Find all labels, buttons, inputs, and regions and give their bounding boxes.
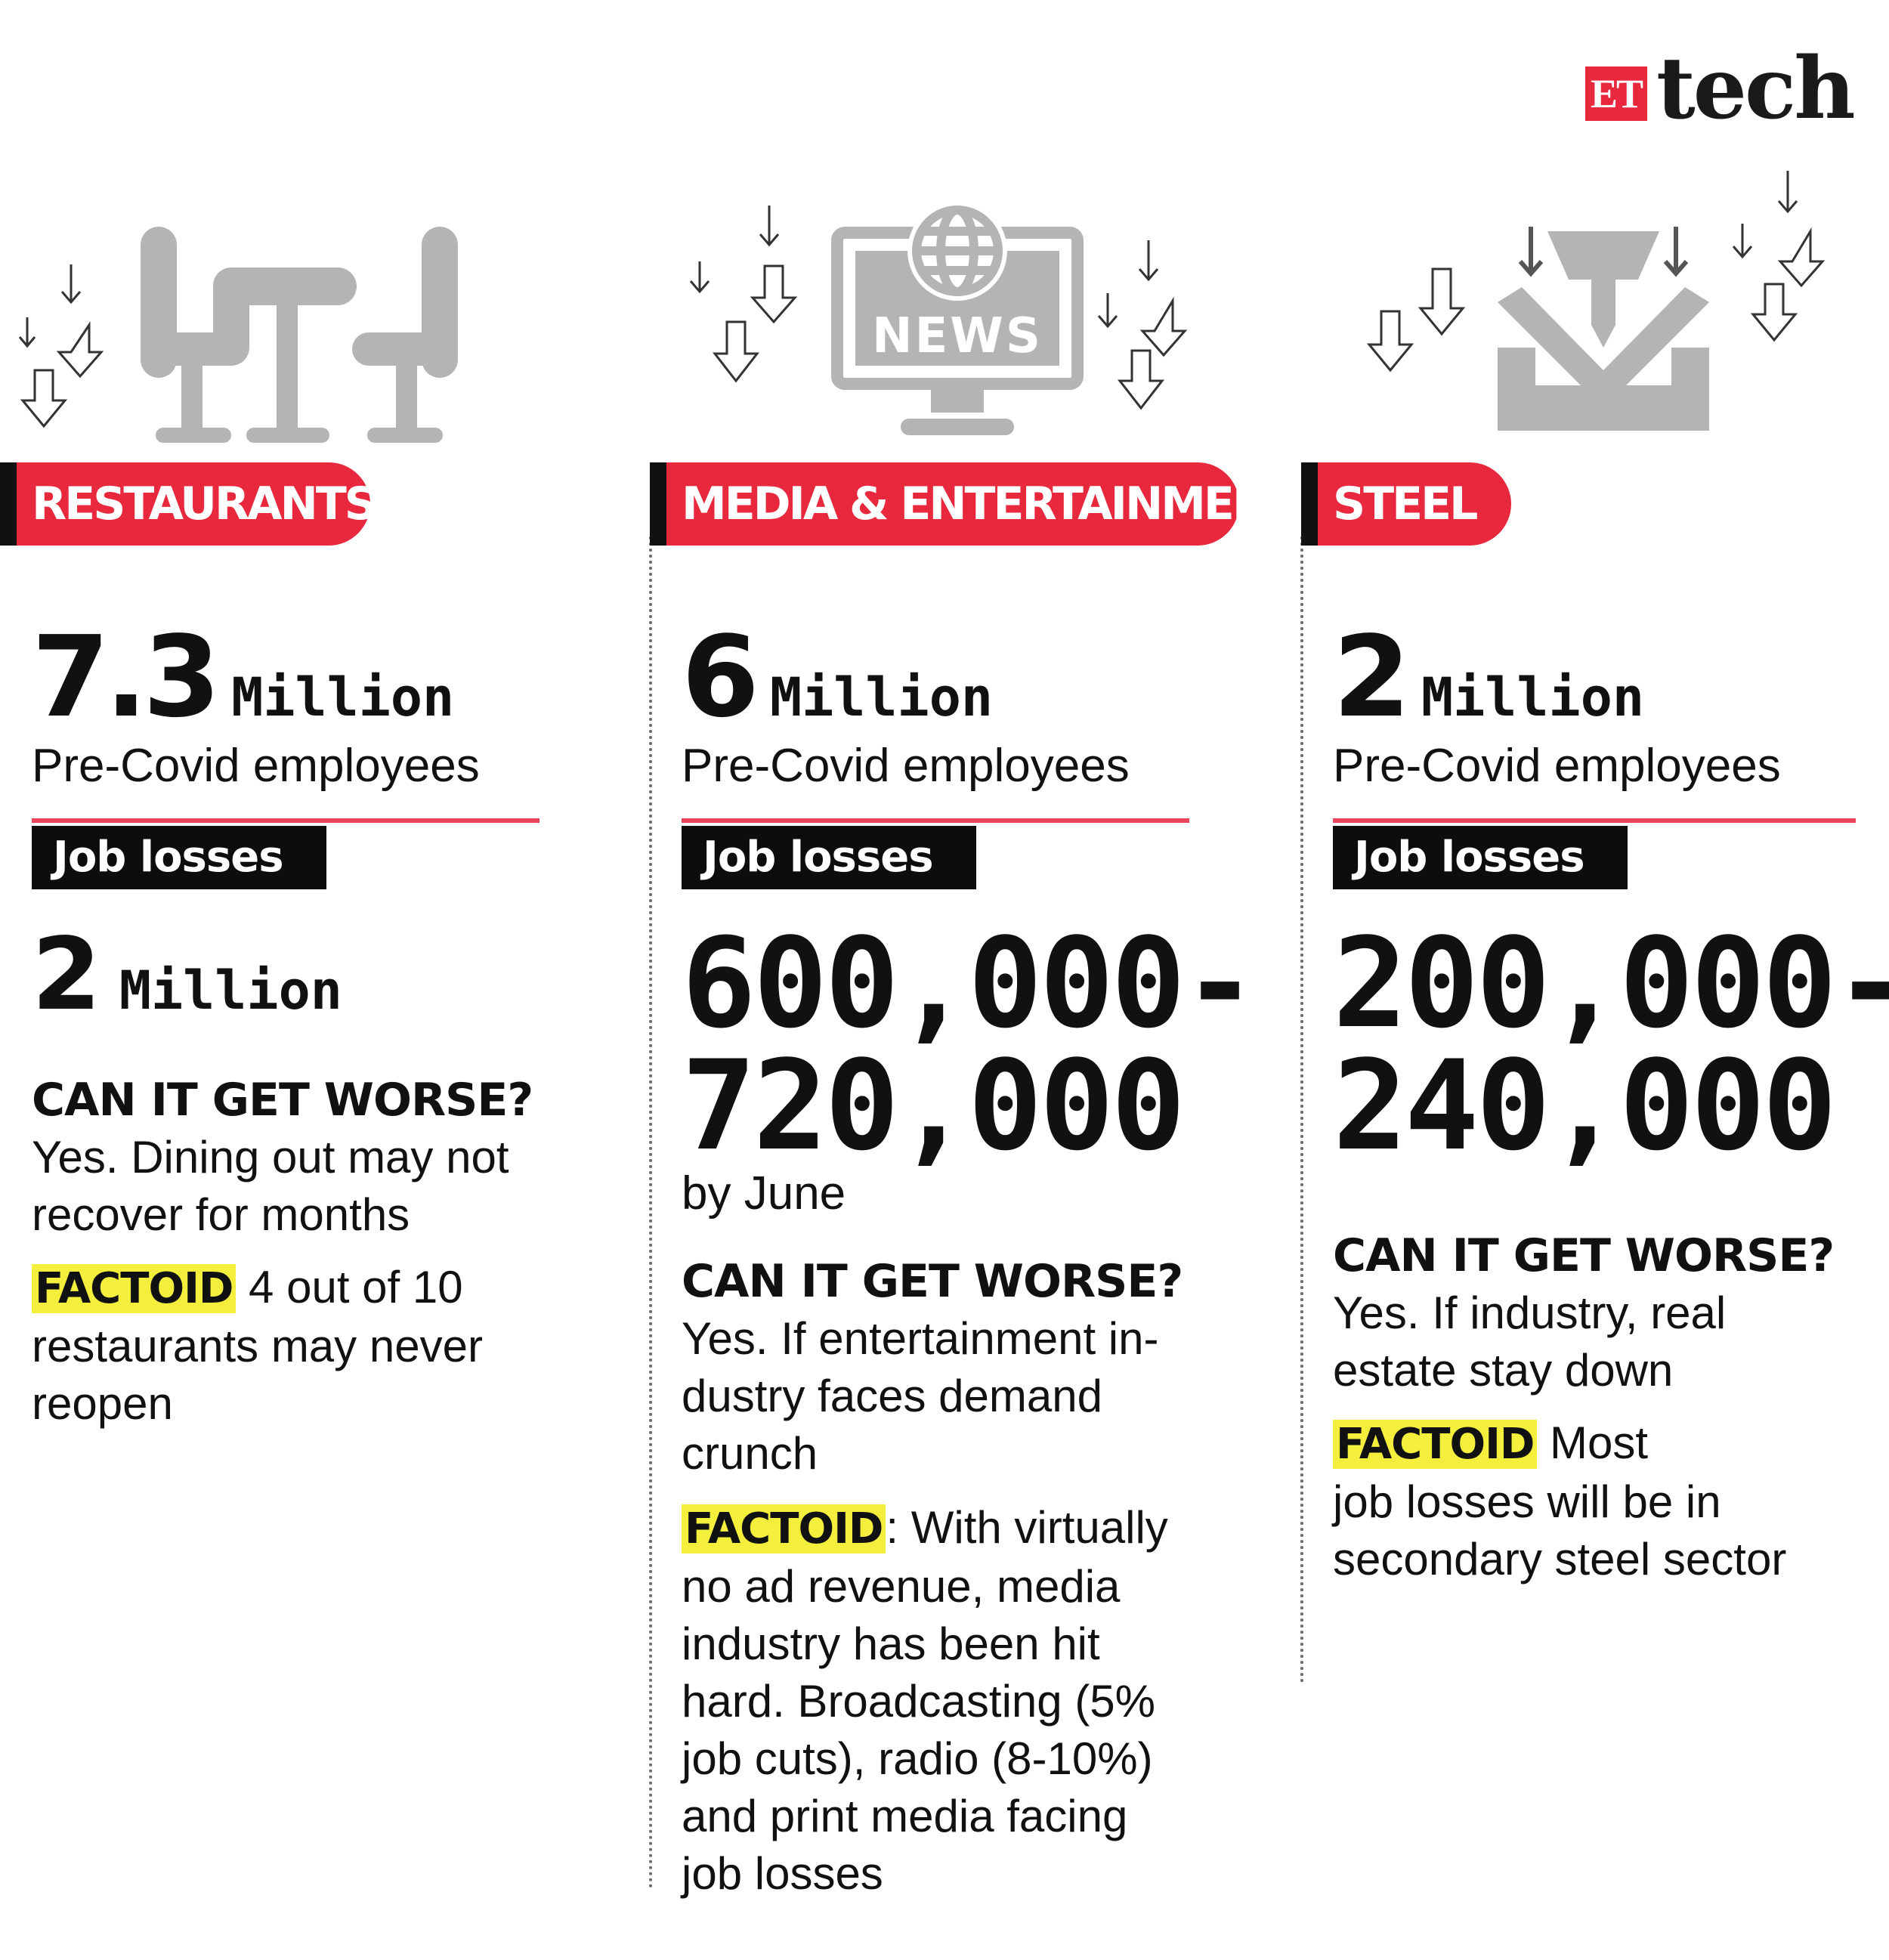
factoid-line: secondary steel sector xyxy=(1333,1534,1787,1584)
job-losses-value: 2 xyxy=(32,917,101,1033)
job-losses-unit: Million xyxy=(119,960,342,1022)
sector-tag: RESTAURANTS xyxy=(0,462,377,546)
worse-line: Yes. Dining out may not xyxy=(32,1132,509,1182)
factoid: FACTOID Most job losses will be in secon… xyxy=(1333,1414,1889,1588)
sector-restaurants: RESTAURANTS 7.3 Million Pre-Covid employe… xyxy=(0,0,620,1960)
down-arrows-icon xyxy=(1097,240,1188,410)
news-icon-text: NEWS xyxy=(872,308,1043,364)
factoid-label: FACTOID xyxy=(32,1264,237,1313)
worse-heading: CAN IT GET WORSE? xyxy=(682,1255,1183,1308)
worse-line: estate stay down xyxy=(1333,1345,1674,1396)
red-divider xyxy=(32,818,539,823)
factoid-line: reopen xyxy=(32,1378,173,1429)
factoid-line: job losses xyxy=(682,1848,883,1899)
factoid-line: job losses will be in xyxy=(1333,1476,1721,1527)
job-losses-value-line1: 200,000- xyxy=(1333,911,1889,1056)
worse-line: crunch xyxy=(682,1428,818,1479)
worse-heading: CAN IT GET WORSE? xyxy=(32,1074,533,1127)
sector-title: RESTAURANTS xyxy=(32,478,377,530)
factoid-line: job cuts), radio (8-10%) xyxy=(682,1733,1153,1784)
pre-covid-label: Pre-Covid employees xyxy=(682,740,1130,792)
factoid-line: hard. Broadcasting (5% xyxy=(682,1676,1156,1727)
sector-title: MEDIA & ENTERTAINMENT xyxy=(682,478,1299,530)
pre-covid-value: 6 xyxy=(682,612,759,742)
column-divider xyxy=(649,536,652,1889)
steel-press-icon xyxy=(1498,227,1709,431)
down-arrows-icon xyxy=(18,264,104,428)
factoid-line: : With virtually xyxy=(886,1502,1168,1553)
factoid-line: industry has been hit xyxy=(682,1618,1100,1669)
job-losses-value-line1: 600,000- xyxy=(682,911,1257,1056)
sector-tag: MEDIA & ENTERTAINMENT xyxy=(650,462,1299,546)
pre-covid-label: Pre-Covid employees xyxy=(32,740,480,792)
pre-covid-unit: Million xyxy=(769,666,993,728)
factoid-line: and print media facing xyxy=(682,1791,1128,1841)
job-losses-value-line2: 720,000 xyxy=(682,1034,1186,1178)
sector-steel: STEEL 2 Million Pre-Covid employees Job l… xyxy=(1301,0,1889,1960)
news-monitor-globe-icon: NEWS xyxy=(831,201,1084,435)
worse-text: Yes. If entertainment in- dustry faces d… xyxy=(682,1310,1256,1482)
factoid-line: restaurants may never xyxy=(32,1321,483,1371)
worse-heading: CAN IT GET WORSE? xyxy=(1333,1229,1835,1282)
job-losses-label: Job losses xyxy=(1333,826,1628,889)
job-losses-label: Job losses xyxy=(682,826,976,889)
red-divider xyxy=(1333,818,1856,823)
worse-line: dustry faces demand xyxy=(682,1371,1102,1421)
sector-title: STEEL xyxy=(1333,478,1478,530)
sector-tag: STEEL xyxy=(1301,462,1511,546)
red-divider xyxy=(682,818,1189,823)
factoid: FACTOID 4 out of 10 restaurants may neve… xyxy=(32,1259,606,1433)
down-arrows-icon xyxy=(1732,171,1826,342)
job-losses-value-line2: 240,000 xyxy=(1333,1034,1837,1178)
pre-covid-value: 7.3 xyxy=(32,612,221,742)
et-logo-mark: ET xyxy=(1585,66,1647,121)
worse-text: Yes. Dining out may not recover for mont… xyxy=(32,1129,606,1244)
factoid-label: FACTOID xyxy=(1333,1420,1538,1469)
pre-covid-figure: 2 Million xyxy=(1333,621,1644,733)
factoid: FACTOID: With virtually no ad revenue, m… xyxy=(682,1499,1256,1903)
down-arrows-icon xyxy=(1366,267,1466,373)
job-losses-note: by June xyxy=(682,1167,846,1220)
factoid-label: FACTOID xyxy=(682,1504,886,1553)
pre-covid-label: Pre-Covid employees xyxy=(1333,740,1781,792)
worse-line: recover for months xyxy=(32,1189,410,1240)
pre-covid-unit: Million xyxy=(231,666,455,728)
sector-media-entertainment: NEWS MEDIA & ENTERTAINMENT 6 Million Pre-… xyxy=(650,0,1299,1960)
pre-covid-figure: 7.3 Million xyxy=(32,621,454,733)
factoid-line: no ad revenue, media xyxy=(682,1561,1121,1612)
pre-covid-value: 2 xyxy=(1333,612,1411,742)
worse-text: Yes. If industry, real estate stay down xyxy=(1333,1285,1889,1399)
worse-line: Yes. If entertainment in- xyxy=(682,1313,1159,1364)
worse-line: Yes. If industry, real xyxy=(1333,1288,1727,1338)
down-arrows-icon xyxy=(689,206,798,383)
restaurant-table-chairs-icon xyxy=(141,227,458,443)
job-losses-label: Job losses xyxy=(32,826,326,889)
column-divider xyxy=(1300,536,1303,1683)
job-losses-figure: 2 Million xyxy=(32,925,342,1025)
pre-covid-unit: Million xyxy=(1421,666,1644,728)
factoid-line: 4 out of 10 xyxy=(236,1262,463,1312)
factoid-line: Most xyxy=(1537,1417,1649,1468)
tech-logo-word: tech xyxy=(1656,39,1856,138)
pre-covid-figure: 6 Million xyxy=(682,621,993,733)
